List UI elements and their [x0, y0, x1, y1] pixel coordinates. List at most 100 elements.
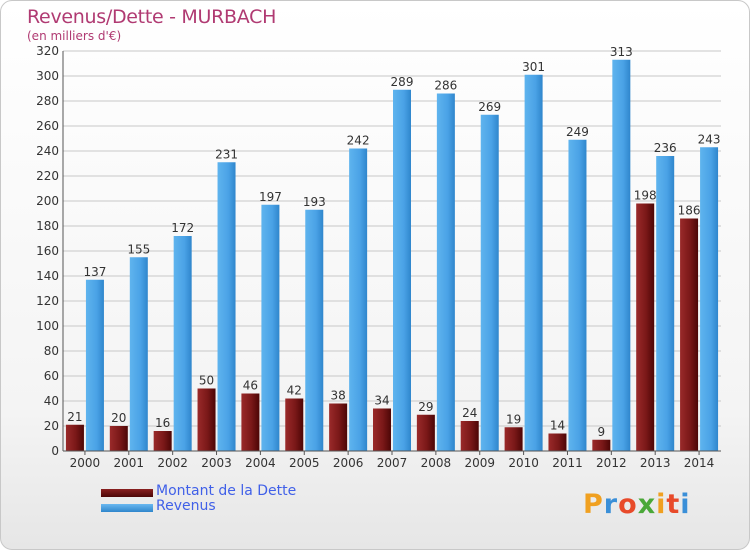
- x-tick-label: 2012: [596, 456, 627, 470]
- x-tick-label: 2002: [157, 456, 188, 470]
- bar-dette: [197, 388, 216, 451]
- logo-letter: r: [603, 489, 619, 520]
- bar-revenus: [568, 139, 587, 451]
- data-label-revenus: 193: [303, 195, 326, 209]
- x-tick-label: 2003: [201, 456, 232, 470]
- bar-dette: [285, 398, 304, 451]
- data-label-revenus: 313: [610, 45, 633, 59]
- data-label-revenus: 236: [654, 141, 677, 155]
- data-label-dette: 24: [462, 406, 477, 420]
- x-tick-label: 2013: [640, 456, 671, 470]
- bar-dette: [241, 393, 260, 451]
- x-tick-label: 2009: [464, 456, 495, 470]
- data-label-revenus: 289: [391, 75, 414, 89]
- bar-revenus: [656, 156, 675, 451]
- legend-swatch-revenus: [101, 504, 153, 512]
- data-label-dette: 186: [678, 204, 701, 218]
- bar-dette: [109, 426, 128, 451]
- y-tick-label: 0: [51, 444, 59, 458]
- logo-letter: i: [656, 489, 667, 520]
- data-label-revenus: 249: [566, 125, 589, 139]
- bar-revenus: [612, 59, 631, 451]
- bar-revenus: [393, 89, 411, 451]
- bar-dette: [65, 424, 84, 451]
- y-tick-label: 160: [36, 244, 59, 258]
- data-label-dette: 38: [330, 389, 345, 403]
- y-tick-label: 60: [44, 369, 59, 383]
- x-tick-label: 2000: [70, 456, 101, 470]
- legend-label-dette: Montant de la Dette: [156, 483, 297, 499]
- data-label-dette: 29: [418, 400, 433, 414]
- data-label-dette: 198: [634, 189, 657, 203]
- data-label-dette: 42: [287, 384, 302, 398]
- x-tick-label: 2011: [552, 456, 583, 470]
- y-tick-label: 300: [36, 69, 59, 83]
- bar-dette: [416, 414, 435, 451]
- y-tick-label: 180: [36, 219, 59, 233]
- bar-revenus: [217, 162, 236, 451]
- bar-dette: [504, 427, 523, 451]
- bar-dette: [460, 421, 479, 451]
- bar-dette: [153, 431, 172, 451]
- chart-subtitle: (en milliers d'€): [27, 29, 122, 43]
- y-tick-label: 320: [36, 44, 59, 58]
- bar-dette: [680, 218, 699, 451]
- x-tick-label: 2014: [684, 456, 715, 470]
- data-label-dette: 9: [598, 425, 606, 439]
- data-label-revenus: 243: [698, 132, 721, 146]
- proxiti-logo: Proxiti: [583, 489, 691, 520]
- y-tick-label: 220: [36, 169, 59, 183]
- chart-title: Revenus/Dette - MURBACH: [27, 6, 277, 28]
- bar-dette: [592, 439, 611, 451]
- logo-letter: P: [583, 489, 604, 520]
- y-tick-label: 280: [36, 94, 59, 108]
- data-label-dette: 14: [550, 419, 565, 433]
- logo-letter: t: [666, 489, 681, 520]
- bar-dette: [636, 203, 655, 451]
- x-tick-label: 2010: [508, 456, 539, 470]
- legend-label-revenus: Revenus: [156, 498, 216, 514]
- data-label-revenus: 155: [127, 242, 150, 256]
- data-label-dette: 46: [243, 379, 258, 393]
- logo-letter: x: [637, 489, 657, 520]
- data-label-dette: 20: [111, 411, 126, 425]
- bar-dette: [329, 403, 348, 451]
- data-label-revenus: 172: [171, 221, 194, 235]
- data-label-revenus: 242: [347, 134, 370, 148]
- y-tick-label: 200: [36, 194, 59, 208]
- bar-revenus: [436, 93, 455, 451]
- bar-revenus: [85, 279, 104, 451]
- legend-swatch-dette: [101, 489, 153, 497]
- data-label-revenus: 301: [522, 60, 545, 74]
- bar-revenus: [349, 148, 368, 451]
- y-tick-label: 140: [36, 269, 59, 283]
- logo-letter: i: [680, 489, 691, 520]
- bar-dette: [373, 408, 391, 451]
- y-tick-label: 80: [44, 344, 59, 358]
- data-label-revenus: 197: [259, 190, 282, 204]
- bar-revenus: [524, 74, 543, 451]
- data-label-dette: 21: [67, 410, 82, 424]
- bar-dette: [548, 433, 567, 451]
- y-tick-label: 100: [36, 319, 59, 333]
- data-label-revenus: 269: [478, 100, 501, 114]
- y-tick-label: 120: [36, 294, 59, 308]
- bar-revenus: [173, 236, 192, 451]
- data-label-dette: 16: [155, 416, 170, 430]
- y-tick-label: 40: [44, 394, 59, 408]
- bar-revenus: [480, 114, 499, 451]
- x-tick-label: 2007: [377, 456, 408, 470]
- y-tick-label: 240: [36, 144, 59, 158]
- x-tick-label: 2004: [245, 456, 276, 470]
- x-tick-label: 2006: [333, 456, 364, 470]
- x-tick-label: 2001: [114, 456, 145, 470]
- bar-revenus: [129, 257, 148, 451]
- bar-revenus: [700, 147, 719, 451]
- y-tick-label: 260: [36, 119, 59, 133]
- data-label-dette: 50: [199, 374, 214, 388]
- bar-revenus: [261, 204, 280, 451]
- logo-letter: o: [618, 489, 638, 520]
- x-tick-label: 2008: [421, 456, 452, 470]
